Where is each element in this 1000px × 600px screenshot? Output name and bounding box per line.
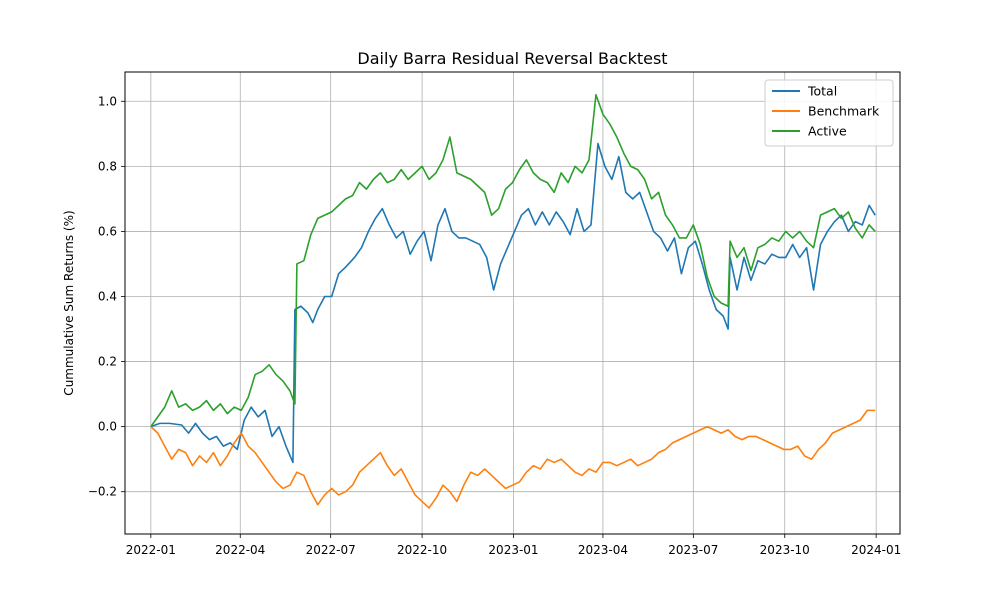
x-axis-ticks: 2022-01 2022-04 2022-07 2022-10 2023-01 2023-… (126, 534, 901, 557)
x-tick-label: 2024-01 (851, 543, 901, 557)
grid (125, 72, 900, 534)
y-tick-label: 0.0 (98, 420, 117, 434)
y-tick-label: −0.2 (88, 485, 117, 499)
x-tick-label: 2023-10 (760, 543, 810, 557)
legend-box (764, 79, 894, 147)
legend-label-benchmark: Benchmark (808, 104, 880, 119)
x-tick-label: 2023-01 (488, 543, 538, 557)
x-tick-label: 2022-01 (126, 543, 176, 557)
y-tick-label: 0.6 (98, 224, 117, 238)
legend: Total Benchmark Active (764, 79, 894, 147)
legend-label-total: Total (807, 84, 837, 99)
legend-label-active: Active (808, 124, 847, 139)
y-axis-ticks: −0.2 0.0 0.2 0.4 0.6 0.8 1.0 (88, 94, 125, 499)
chart-title: Daily Barra Residual Reversal Backtest (357, 49, 667, 68)
y-tick-label: 1.0 (98, 94, 117, 108)
series-line-total (150, 142, 876, 464)
y-tick-label: 0.2 (98, 355, 117, 369)
y-tick-label: 0.4 (98, 289, 117, 303)
x-tick-label: 2023-07 (668, 543, 718, 557)
y-tick-label: 0.8 (98, 159, 117, 173)
y-axis-label: Cummulative Sum Returns (%) (62, 210, 76, 395)
x-tick-label: 2022-07 (306, 543, 356, 557)
x-tick-label: 2022-10 (397, 543, 447, 557)
x-tick-label: 2023-04 (578, 543, 628, 557)
series-line-active (150, 93, 876, 428)
x-tick-label: 2022-04 (215, 543, 265, 557)
series-line-benchmark (150, 409, 876, 509)
plot-area-frame (124, 71, 901, 535)
series-lines (150, 93, 876, 509)
